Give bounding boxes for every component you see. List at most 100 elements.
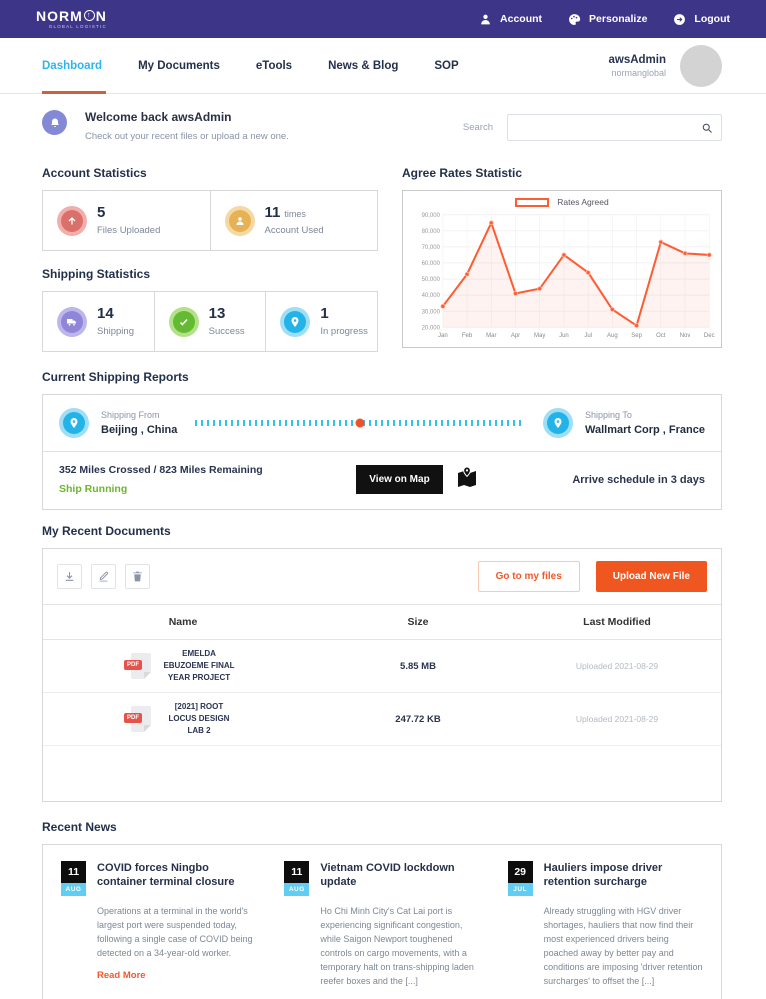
nav-personalize-label: Personalize xyxy=(589,13,648,25)
svg-text:Oct: Oct xyxy=(656,333,666,339)
tab-sop[interactable]: SOP xyxy=(434,59,459,72)
map-icon xyxy=(455,465,479,494)
user-name: awsAdmin xyxy=(608,53,666,66)
success-stat: 13 Success xyxy=(153,292,266,351)
document-name[interactable]: [2021] ROOT LOCUS DESIGN LAB 2 xyxy=(168,702,230,735)
date-badge: 11 AUG xyxy=(61,861,86,896)
search-box xyxy=(507,114,722,141)
avatar[interactable] xyxy=(680,44,722,87)
recent-documents-heading: My Recent Documents xyxy=(42,524,171,538)
svg-text:Feb: Feb xyxy=(462,333,473,339)
account-used-stat: 11 times Account Used xyxy=(209,191,378,250)
logo-text: NORM xyxy=(36,7,83,24)
account-statistics-heading: Account Statistics xyxy=(42,166,147,180)
logo-text-2: N xyxy=(95,7,107,24)
documents-table-header: Name Size Last Modified xyxy=(43,604,721,640)
files-uploaded-label: Files Uploaded xyxy=(97,225,161,236)
svg-text:90,000: 90,000 xyxy=(422,213,441,219)
search-label: Search xyxy=(462,122,493,133)
news-item: 11 AUG Vietnam COVID lockdown update Ho … xyxy=(284,861,479,999)
shipping-stat: 14 Shipping xyxy=(43,292,154,351)
tab-news-blog[interactable]: News & Blog xyxy=(328,59,399,72)
news-title[interactable]: Vietnam COVID lockdown update xyxy=(320,862,455,889)
shipping-from: Shipping From Beijing , China xyxy=(59,408,177,438)
download-button[interactable] xyxy=(57,564,82,589)
nav-account-label: Account xyxy=(500,13,543,25)
search-input[interactable] xyxy=(516,122,701,133)
news-month: AUG xyxy=(284,883,310,896)
user-icon xyxy=(224,205,255,236)
document-name[interactable]: EMELDA EBUZOEME FINAL YEAR PROJECT xyxy=(163,649,235,682)
nav-personalize[interactable]: Personalize xyxy=(568,13,647,26)
svg-text:20,000: 20,000 xyxy=(422,325,441,331)
route-position-dot xyxy=(355,418,365,428)
date-badge: 11 AUG xyxy=(284,861,310,896)
user-block[interactable]: awsAdmin normanglobal xyxy=(608,44,722,87)
download-icon xyxy=(65,572,74,581)
in-progress-label: In progress xyxy=(320,326,368,337)
document-modified: Uploaded 2021-08-29 xyxy=(575,661,659,671)
delete-button[interactable] xyxy=(125,564,150,589)
to-pin-icon xyxy=(542,408,573,438)
nav-account[interactable]: Account xyxy=(479,13,542,26)
account-used-value: 11 xyxy=(264,204,281,221)
brand-logo[interactable]: NORM ↑ N GLOBAL LOGISTIC xyxy=(36,9,107,30)
svg-text:May: May xyxy=(534,333,545,339)
svg-text:Dec: Dec xyxy=(704,333,715,339)
shipping-to-value: Wallmart Corp , France xyxy=(584,424,705,436)
palette-icon xyxy=(569,13,581,25)
legend-swatch xyxy=(515,197,550,207)
recent-news-heading: Recent News xyxy=(42,820,117,834)
shipping-label: Shipping xyxy=(97,326,134,337)
col-last-modified: Last Modified xyxy=(583,616,651,628)
arrival-schedule: Arrive schedule in 3 days xyxy=(572,473,705,486)
tab-etools[interactable]: eTools xyxy=(255,59,293,72)
shipping-from-label: Shipping From xyxy=(101,410,160,420)
news-month: AUG xyxy=(61,883,86,896)
route-progress-line xyxy=(195,418,525,428)
news-item: 11 AUG COVID forces Ningbo container ter… xyxy=(61,861,256,999)
nav-logout[interactable]: Logout xyxy=(673,13,730,26)
upload-new-file-button[interactable]: Upload New File xyxy=(595,561,707,592)
pdf-file-icon: PDF xyxy=(124,706,151,732)
news-month: JUL xyxy=(507,883,533,896)
pencil-icon xyxy=(99,571,109,582)
files-uploaded-stat: 5 Files Uploaded xyxy=(43,191,210,250)
go-to-my-files-button[interactable]: Go to my files xyxy=(477,561,580,592)
svg-text:Sep: Sep xyxy=(631,333,642,339)
read-more-link[interactable]: Read More xyxy=(544,998,703,999)
table-row[interactable]: PDF [2021] ROOT LOCUS DESIGN LAB 2 247.7… xyxy=(43,693,721,746)
search-icon[interactable] xyxy=(701,122,713,134)
news-card-container: 11 AUG COVID forces Ningbo container ter… xyxy=(42,844,722,999)
news-title[interactable]: Hauliers impose driver retention surchar… xyxy=(543,862,663,889)
svg-text:Jun: Jun xyxy=(559,333,569,339)
left-stats-column: Account Statistics 5 Files Uploaded 11 ti… xyxy=(42,154,378,352)
header-bar: Dashboard My Documents eTools News & Blo… xyxy=(0,38,766,94)
tab-my-documents[interactable]: My Documents xyxy=(138,59,220,72)
truck-icon xyxy=(57,306,87,337)
news-body: Ho Chi Minh City's Cat Lai port is exper… xyxy=(320,906,474,986)
view-on-map-button[interactable]: View on Map xyxy=(356,465,443,494)
logo-subtitle: GLOBAL LOGISTIC xyxy=(48,23,107,29)
svg-text:50,000: 50,000 xyxy=(422,277,441,283)
user-org: normanglobal xyxy=(611,67,666,78)
date-badge: 29 JUL xyxy=(507,861,533,896)
tab-dashboard[interactable]: Dashboard xyxy=(42,38,107,94)
read-more-link[interactable]: Read More xyxy=(97,969,146,981)
pdf-file-icon: PDF xyxy=(124,653,151,679)
table-row[interactable]: PDF EMELDA EBUZOEME FINAL YEAR PROJECT 5… xyxy=(43,640,721,693)
news-day: 11 xyxy=(61,861,86,883)
edit-button[interactable] xyxy=(91,564,116,589)
account-person-icon xyxy=(481,14,490,24)
welcome-title: Welcome back awsAdmin xyxy=(85,110,232,124)
read-more-link[interactable]: Read More xyxy=(320,998,479,999)
location-pin-icon xyxy=(280,306,311,337)
from-pin-icon xyxy=(59,408,89,438)
news-title[interactable]: COVID forces Ningbo container terminal c… xyxy=(97,862,235,889)
line-chart-canvas: 20,000 30,000 40,000 50,000 60,000 70,000 80,0… xyxy=(407,209,717,348)
check-icon xyxy=(168,306,199,337)
shipping-statistics-heading: Shipping Statistics xyxy=(42,267,151,281)
documents-card: Go to my files Upload New File Name Size… xyxy=(42,548,722,802)
svg-text:Nov: Nov xyxy=(680,333,691,339)
legend-label: Rates Agreed xyxy=(557,197,609,207)
